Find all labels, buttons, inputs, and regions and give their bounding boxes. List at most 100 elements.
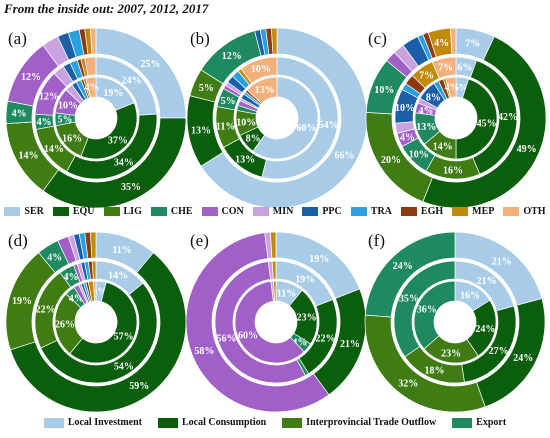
donut-slice	[246, 76, 278, 105]
panel-label: (c)	[368, 29, 387, 48]
sector-legend: SER EQU LIG CHE CON MIN PPC TRA EGH MEP OTH	[0, 206, 550, 217]
slice-label: 22%	[315, 334, 335, 345]
legend-label: EQU	[72, 206, 95, 217]
slice-label: 56%	[217, 334, 237, 345]
legend-label: Export	[476, 417, 507, 428]
panel-label: (f)	[368, 231, 385, 250]
donut-slice	[214, 261, 306, 384]
slice-label: 4%	[92, 287, 107, 298]
slice-label: 4%	[12, 109, 27, 120]
slice-label: 7%	[465, 38, 480, 49]
slice-label: 59%	[129, 381, 149, 392]
legend-item: Local Consumption	[157, 417, 267, 428]
donut-panel-d: (d)4%57%26%4%14%54%22%4%11%59%19%4%	[5, 231, 187, 413]
donut-slice	[431, 56, 457, 79]
panel-label: (b)	[190, 29, 210, 48]
slice-label: 66%	[334, 151, 354, 162]
legend-swatch	[400, 207, 417, 216]
slice-label: 6%	[457, 62, 472, 73]
slice-label: 14%	[108, 270, 128, 281]
slice-label: 13%	[255, 85, 275, 96]
legend-swatch	[4, 207, 21, 216]
donut-slice	[200, 27, 368, 209]
donut-slice	[80, 102, 138, 160]
legend-label: MIN	[272, 206, 294, 217]
slice-label: 12%	[39, 91, 59, 102]
legend-label: CON	[221, 206, 244, 217]
slice-label: 19%	[295, 274, 315, 285]
slice-label: 8%	[426, 92, 441, 103]
slice-label: 10%	[409, 150, 429, 161]
donut-slice	[413, 280, 456, 350]
slice-label: 20%	[381, 155, 401, 166]
legend-item: Export	[452, 417, 506, 428]
donut-slice	[364, 231, 456, 318]
donut-slice	[252, 76, 319, 160]
slice-label: 23%	[297, 313, 317, 324]
slice-label: 24%	[475, 324, 495, 335]
slice-label: 19%	[103, 88, 123, 99]
legend-swatch	[350, 207, 367, 216]
slice-label: 35%	[121, 182, 141, 193]
slice-label: 34%	[114, 157, 134, 168]
donut-slice	[93, 280, 97, 302]
legend-swatch	[201, 207, 218, 216]
slice-label: 16%	[62, 133, 82, 144]
donut-slice	[422, 36, 547, 209]
donut-slice	[40, 282, 158, 384]
slice-label: 25%	[140, 59, 160, 70]
donut-slice	[85, 76, 97, 99]
donut-slice	[69, 281, 138, 364]
legend-item: OTH	[503, 206, 546, 217]
legend-swatch	[452, 417, 473, 428]
slice-label: 24%	[393, 261, 413, 272]
donut-slice	[9, 252, 187, 413]
slice-label: 54%	[114, 361, 134, 372]
slice-label: 13%	[191, 126, 211, 137]
slice-label: 4%	[85, 83, 100, 94]
slice-label: 22%	[36, 305, 56, 316]
donut-slice	[240, 56, 278, 84]
donut-slice	[270, 27, 278, 55]
donut-slice	[393, 260, 456, 358]
donut-slice	[445, 76, 457, 99]
legend-label: OTH	[523, 206, 546, 217]
legend-label: Local Investment	[67, 417, 142, 428]
slice-label: 8%	[246, 133, 261, 144]
legend-item: MIN	[252, 206, 294, 217]
donut-slice	[89, 231, 97, 259]
slice-label: 4%	[69, 294, 84, 305]
legend-label: EGH	[420, 206, 444, 217]
slice-label: 4%	[434, 38, 449, 49]
slice-label: 12%	[222, 51, 242, 62]
legend-swatch	[252, 207, 269, 216]
legend-swatch	[452, 207, 469, 216]
legend-label: MEP	[472, 206, 495, 217]
slice-label: 37%	[108, 135, 128, 146]
slice-label: 21%	[477, 276, 497, 287]
slice-label: 26%	[55, 319, 75, 330]
slice-label: 4%	[47, 252, 62, 263]
legend-swatch	[302, 207, 319, 216]
slice-label: 13%	[235, 155, 255, 166]
legend-item: Local Investment	[43, 417, 142, 428]
slice-label: 4%	[292, 337, 307, 348]
panel-label: (d)	[8, 231, 28, 250]
legend-label: SER	[24, 206, 44, 217]
slice-label: 4%	[63, 272, 78, 283]
donut-slice	[269, 231, 277, 259]
slice-label: 4%	[445, 83, 460, 94]
legend-label: TRA	[370, 206, 392, 217]
legend-label: Local Consumption	[181, 417, 267, 428]
donut-panel-a: (a) 19% 37% 16% 5% 10% 4% 24% 34% 14% 4% 12% 25% 35% 1…	[5, 27, 187, 209]
slice-label: 21%	[492, 256, 512, 267]
slice-label: 23%	[441, 348, 461, 359]
slice-label: 10%	[374, 85, 394, 96]
panel-label: (e)	[190, 231, 209, 250]
donut-slice	[91, 260, 97, 280]
slice-label: 16%	[443, 165, 463, 176]
donut-slice	[234, 280, 305, 364]
slice-label: 19%	[12, 296, 32, 307]
figure-title: From the inside out: 2007, 2012, 2017	[4, 1, 209, 16]
